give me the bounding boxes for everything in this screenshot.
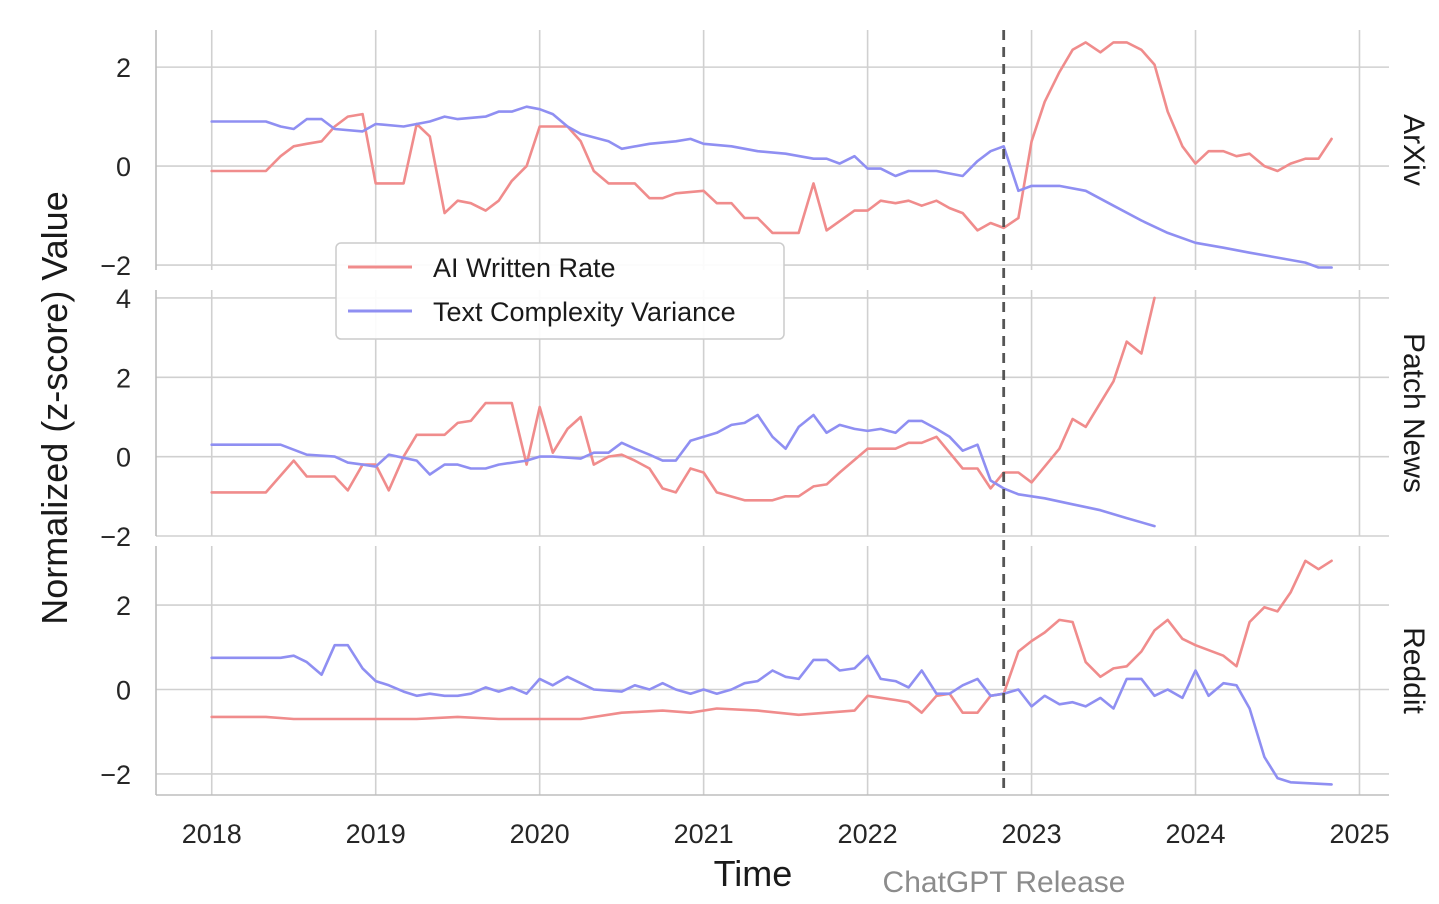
x-tick-label-2019: 2019 <box>346 819 406 849</box>
y-tick-label-patch-news-4: 4 <box>116 284 131 314</box>
x-tick-label-2021: 2021 <box>674 819 734 849</box>
text-layer: Normalized (z-score) Value Time ChatGPT … <box>34 53 1430 899</box>
legend-box <box>335 242 785 340</box>
x-axis-label: Time <box>714 853 793 894</box>
x-tick-label-2025: 2025 <box>1329 819 1389 849</box>
y-tick-label-reddit--2: −2 <box>100 760 131 790</box>
series-line-patch-news-text-complexity-variance <box>210 413 1156 528</box>
y-tick-label-patch-news-0: 0 <box>116 443 131 473</box>
series-line-arxiv-ai-written-rate <box>210 41 1333 235</box>
y-tick-label-patch-news--2: −2 <box>100 522 131 552</box>
legend-label-text-complexity-variance: Text Complexity Variance <box>433 297 736 327</box>
facet-label-arxiv: ArXiv <box>1397 114 1430 186</box>
legend-label-ai-written-rate: AI Written Rate <box>433 253 616 283</box>
y-tick-label-reddit-0: 0 <box>116 675 131 705</box>
x-tick-label-2024: 2024 <box>1165 819 1225 849</box>
y-axis-label: Normalized (z-score) Value <box>34 191 75 624</box>
legend: AI Written Rate Text Complexity Variance <box>335 242 785 340</box>
x-tick-label-2022: 2022 <box>838 819 898 849</box>
y-tick-label-arxiv-0: 0 <box>116 152 131 182</box>
y-tick-label-reddit-2: 2 <box>116 591 131 621</box>
grid-layer <box>156 30 1389 795</box>
x-tick-label-2018: 2018 <box>182 819 242 849</box>
facet-label-patch-news: Patch News <box>1397 333 1430 493</box>
series-line-patch-news-ai-written-rate <box>210 296 1156 502</box>
y-tick-label-patch-news-2: 2 <box>116 363 131 393</box>
axes-layer <box>155 30 1389 796</box>
series-line-arxiv-text-complexity-variance <box>210 105 1333 269</box>
x-tick-label-2023: 2023 <box>1002 819 1062 849</box>
series-layer <box>210 41 1333 786</box>
y-tick-label-arxiv-2: 2 <box>116 53 131 83</box>
series-line-reddit-ai-written-rate <box>210 559 1333 721</box>
series-line-reddit-text-complexity-variance <box>210 643 1333 786</box>
chatgpt-release-label: ChatGPT Release <box>883 866 1126 899</box>
y-tick-label-arxiv--2: −2 <box>100 251 131 281</box>
facet-label-reddit: Reddit <box>1397 627 1430 714</box>
x-tick-label-2020: 2020 <box>510 819 570 849</box>
